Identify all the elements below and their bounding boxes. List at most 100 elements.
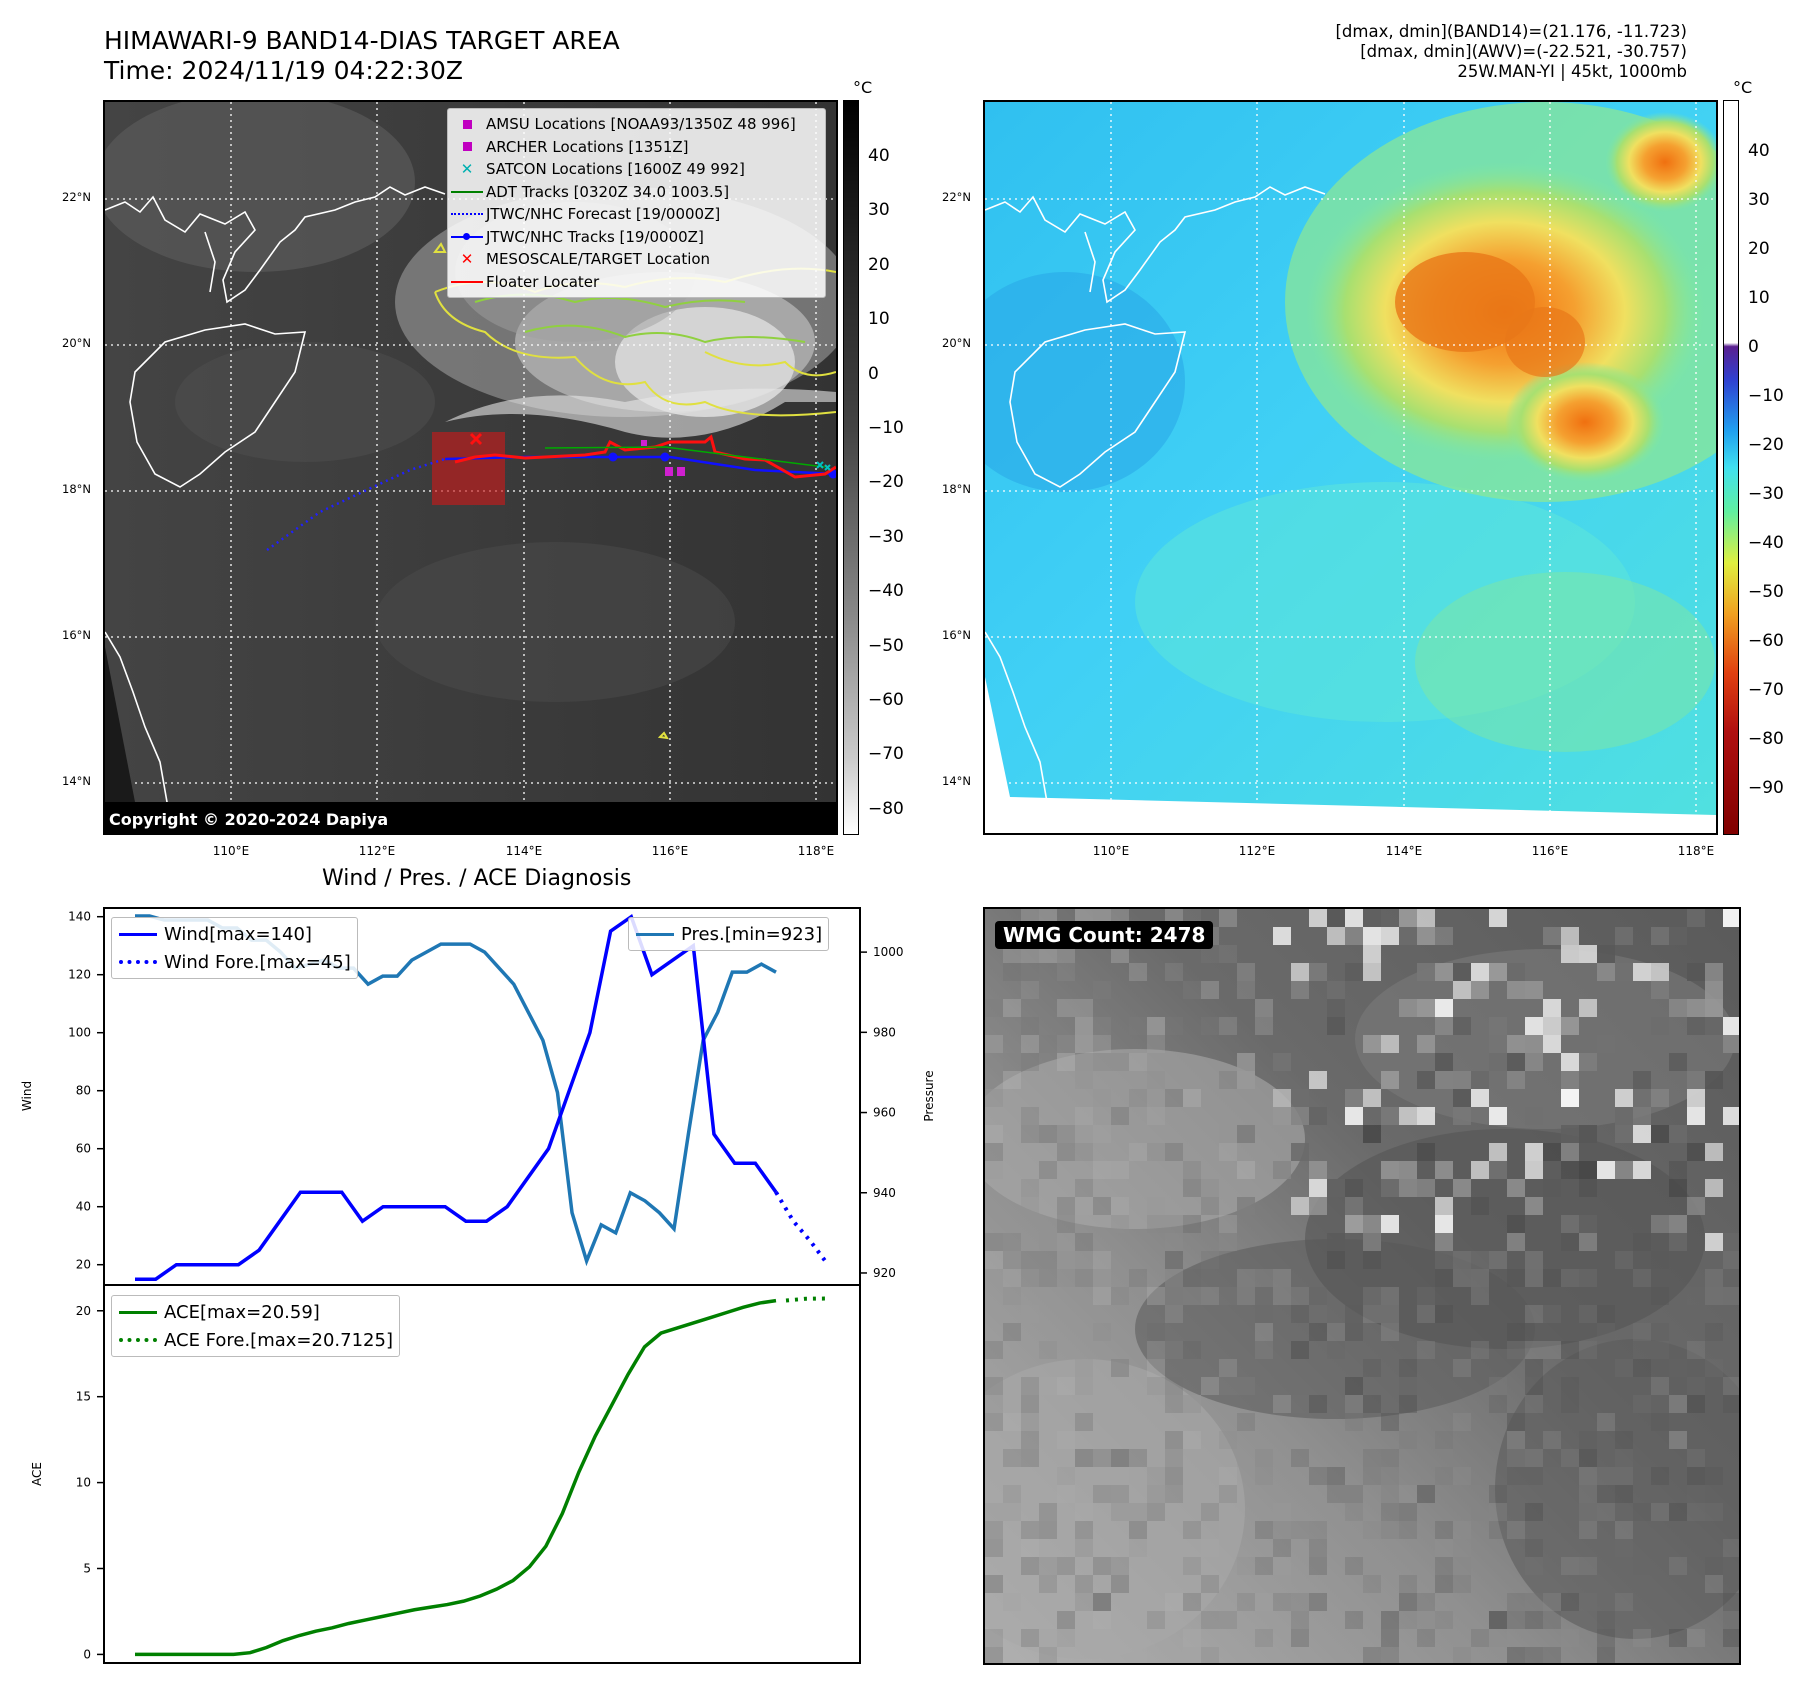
wmg-pixel: [1183, 1647, 1201, 1663]
line-marker-icon: [119, 932, 157, 936]
wmg-pixel: [1057, 1125, 1075, 1143]
wmg-pixel: [1525, 1539, 1543, 1557]
wmg-pixel: [1525, 1251, 1543, 1269]
wmg-pixel: [1291, 1107, 1309, 1125]
wmg-pixel: [1273, 1053, 1291, 1071]
wmg-pixel: [1579, 1521, 1597, 1539]
wmg-pixel: [1165, 1017, 1183, 1035]
wmg-pixel: [1669, 1161, 1687, 1179]
wmg-pixel: [1039, 1629, 1057, 1647]
ir-colorbar-tick: 0: [868, 363, 879, 384]
wmg-pixel: [1093, 1269, 1111, 1287]
wmg-pixel: [1597, 1413, 1615, 1431]
wmg-pixel: [1291, 1143, 1309, 1161]
wmg-pixel: [1345, 1377, 1363, 1395]
wmg-pixel: [1723, 1287, 1739, 1305]
wmg-pixel: [1183, 1089, 1201, 1107]
wmg-pixel: [1381, 1071, 1399, 1089]
wmg-pixel: [985, 1539, 1003, 1557]
wmg-pixel: [1669, 1179, 1687, 1197]
wmg-pixel: [1219, 1485, 1237, 1503]
wmg-pixel: [1165, 1449, 1183, 1467]
wmg-pixel: [1075, 1359, 1093, 1377]
wmg-pixel: [1543, 1647, 1561, 1663]
wmg-pixel: [1075, 1413, 1093, 1431]
wmg-pixel: [1345, 1305, 1363, 1323]
wmg-pixel: [1093, 1593, 1111, 1611]
wmg-texture: [985, 949, 1739, 1659]
wmg-pixel: [1525, 1053, 1543, 1071]
wmg-pixel: [1237, 1557, 1255, 1575]
wmg-pixel: [1453, 1467, 1471, 1485]
wmg-pixel: [1093, 1593, 1111, 1611]
wmg-pixel: [985, 1035, 1003, 1053]
wv-lon-label: 116°E: [1531, 844, 1569, 858]
wmg-pixel: [1489, 909, 1507, 927]
wmg-pixel: [1309, 1197, 1327, 1215]
wmg-pixel: [1399, 1395, 1417, 1413]
ir-lon-label: 112°E: [358, 844, 396, 858]
wmg-pixel: [1471, 981, 1489, 999]
wmg-pixel: [1021, 1377, 1039, 1395]
wmg-pixel: [985, 1161, 1003, 1179]
wmg-pixel: [1237, 1269, 1255, 1287]
ir-map-panel[interactable]: Copyright © 2020-2024 Dapiya AMSU Locati…: [103, 100, 838, 835]
wmg-pixel: [1345, 1611, 1363, 1629]
wmg-pixel: [1669, 1629, 1687, 1647]
wmg-count-badge: WMG Count: 2478: [995, 921, 1214, 949]
wmg-pixel: [1489, 1251, 1507, 1269]
diag-panel[interactable]: 140 120 100 80 60 40 20 1000 980 960 940 920 20 15 1…: [20, 907, 936, 1665]
ir-colorbar: [843, 100, 859, 835]
wmg-pixel: [1507, 1053, 1525, 1071]
wmg-pixel: [1543, 1305, 1561, 1323]
wmg-pixel: [1147, 1611, 1165, 1629]
wmg-pixel: [1165, 1287, 1183, 1305]
pres-tick-label: 980: [873, 1025, 896, 1039]
wmg-pixel: [1255, 1341, 1273, 1359]
wmg-pixel: [1543, 1449, 1561, 1467]
wmg-pixel: [1615, 1107, 1633, 1125]
wv-colorbar-tick: 10: [1748, 288, 1770, 308]
wmg-pixel: [1705, 999, 1723, 1017]
floater-locater-track: [454, 434, 836, 479]
wmg-pixel: [1435, 1431, 1453, 1449]
wmg-pixel: [1057, 1035, 1075, 1053]
wmg-pixel: [1453, 1359, 1471, 1377]
wmg-pixel: [1579, 1269, 1597, 1287]
wmg-pixel: [1147, 1017, 1165, 1035]
wmg-pixel: [1183, 1557, 1201, 1575]
wmg-pixel: [1165, 1269, 1183, 1287]
wmg-pixel: [1651, 1413, 1669, 1431]
wmg-panel[interactable]: WMG Count: 2478: [983, 907, 1741, 1665]
square-marker-icon: [462, 119, 472, 129]
wmg-pixel: [1057, 1233, 1075, 1251]
wv-map-panel[interactable]: [983, 100, 1718, 835]
ir-colorbar-tick: 40: [868, 146, 890, 166]
wmg-pixel: [1057, 1269, 1075, 1287]
wmg-pixel: [1255, 1449, 1273, 1467]
wmg-pixel: [1579, 1503, 1597, 1521]
wmg-pixel: [1147, 1197, 1165, 1215]
wmg-pixel: [1579, 1557, 1597, 1575]
wmg-pixel: [1561, 1215, 1579, 1233]
wv-colorbar-tick: −80: [1748, 729, 1784, 749]
wmg-pixel: [1561, 1053, 1579, 1071]
wmg-pixel: [1273, 1593, 1291, 1611]
wmg-pixel: [1723, 1251, 1739, 1269]
wmg-pixel: [1363, 1521, 1381, 1539]
wmg-pixel: [1129, 1449, 1147, 1467]
wmg-pixel: [1435, 963, 1453, 981]
wmg-pixel: [1237, 963, 1255, 981]
wmg-pixel: [1075, 1017, 1093, 1035]
wmg-pixel: [1543, 999, 1561, 1017]
wmg-pixel: [1471, 1161, 1489, 1179]
wmg-pixel: [1687, 1503, 1705, 1521]
ir-colorbar-tick: −40: [868, 581, 904, 602]
wmg-pixel: [1381, 1629, 1399, 1647]
wmg-pixel: [1543, 1341, 1561, 1359]
wmg-pixel: [1471, 963, 1489, 981]
wmg-pixel: [985, 1089, 1003, 1107]
wmg-pixel: [1039, 1161, 1057, 1179]
wv-colorbar-tick: −30: [1748, 484, 1784, 504]
wmg-pixel: [1147, 1035, 1165, 1053]
